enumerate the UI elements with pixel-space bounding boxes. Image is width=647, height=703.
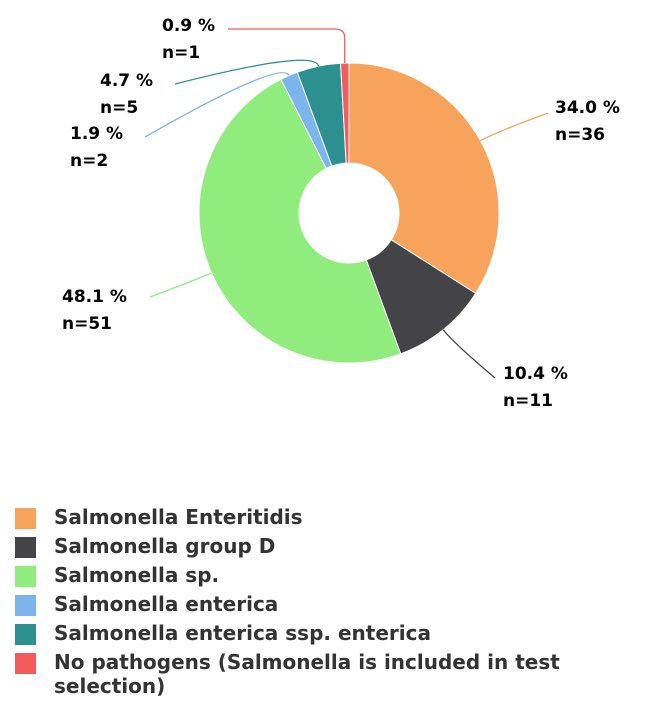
count-label: n=1 (162, 43, 200, 63)
legend-item[interactable]: Salmonella enterica (15, 592, 640, 616)
count-label: n=36 (555, 125, 605, 145)
legend-swatch (15, 653, 36, 674)
count-label: n=2 (70, 151, 108, 171)
legend-swatch (15, 624, 36, 645)
legend-label: Salmonella Enteritidis (54, 505, 303, 529)
legend-label: Salmonella enterica ssp. enterica (54, 621, 431, 645)
data-label: 10.4 % (503, 364, 568, 384)
legend-swatch (15, 508, 36, 529)
data-label: 0.9 % (162, 16, 215, 36)
legend-item[interactable]: Salmonella Enteritidis (15, 505, 640, 529)
donut-slice (348, 62, 500, 295)
count-label: n=11 (503, 391, 553, 411)
legend-swatch (15, 537, 36, 558)
connector (480, 112, 549, 142)
connector (228, 28, 346, 64)
legend-item[interactable]: Salmonella sp. (15, 563, 640, 587)
connector (149, 272, 212, 298)
legend-swatch (15, 566, 36, 587)
legend-item[interactable]: Salmonella enterica ssp. enterica (15, 621, 640, 645)
chart: 34.0 % n=36 10.4 % n=11 48.1 % n=51 1.9 % n=2 4.… (62, 16, 620, 411)
count-label: n=51 (62, 314, 112, 334)
legend-label: Salmonella enterica (54, 592, 279, 616)
legend: Salmonella Enteritidis Salmonella group D… (15, 505, 640, 703)
donut-slice (339, 62, 350, 164)
legend-item[interactable]: Salmonella group D (15, 534, 640, 558)
legend-label: Salmonella sp. (54, 563, 220, 587)
data-label: 48.1 % (62, 287, 127, 307)
legend-item[interactable]: No pathogens (Salmonella is included in … (15, 650, 640, 698)
legend-label: No pathogens (Salmonella is included in … (54, 650, 560, 698)
connector (144, 72, 290, 138)
data-label: 34.0 % (555, 98, 620, 118)
connector (442, 329, 496, 379)
legend-label: Salmonella group D (54, 534, 276, 558)
data-label: 1.9 % (70, 124, 123, 144)
data-label: 4.7 % (100, 71, 153, 91)
legend-swatch (15, 595, 36, 616)
connector (174, 59, 320, 85)
count-label: n=5 (100, 98, 138, 118)
donut-slice (198, 78, 402, 364)
